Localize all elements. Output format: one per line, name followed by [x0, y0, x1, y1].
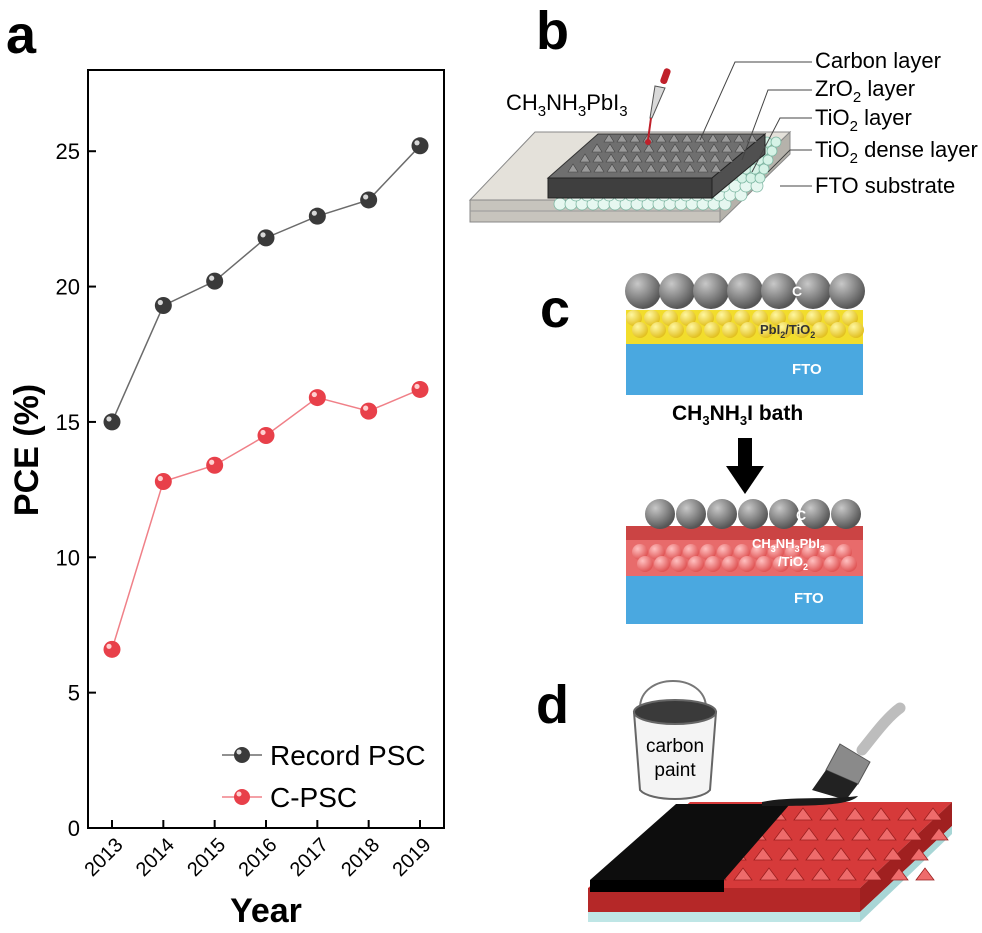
- data-point-highlight: [106, 416, 112, 422]
- panel-letter-a: a: [6, 5, 37, 65]
- bucket-label-line1: carbon: [646, 736, 704, 757]
- zro2-layer-label: ZrO2 layer: [815, 76, 915, 106]
- tio2-layer-label: TiO2 layer: [815, 105, 912, 135]
- paint-bucket-icon: carbon paint: [632, 680, 718, 800]
- carbon-film: [590, 804, 790, 880]
- data-point-highlight: [209, 275, 215, 281]
- substrate-texture: [707, 807, 949, 881]
- precursor-label: CH3NH3PbI3: [506, 90, 628, 120]
- legend-label-cpsc: C-PSC: [270, 782, 357, 813]
- data-point-highlight: [209, 459, 215, 465]
- pbi2-spheres: [626, 310, 864, 338]
- fto-label-bottom: FTO: [794, 590, 824, 607]
- y-tick-label: 20: [56, 275, 80, 300]
- data-point-highlight: [157, 475, 163, 482]
- data-point-highlight: [311, 391, 317, 398]
- fto-substrate-label: FTO substrate: [815, 173, 955, 198]
- data-point-highlight: [363, 194, 369, 200]
- perovskite-label-line2: /TiO2: [778, 554, 808, 572]
- carbon-spheres-top: [625, 273, 865, 309]
- data-point-highlight: [414, 140, 420, 146]
- y-tick-label: 5: [68, 681, 80, 706]
- y-tick-label: 15: [56, 410, 80, 435]
- carbon-spheres-bottom: [645, 499, 861, 529]
- data-point-highlight: [260, 232, 266, 238]
- device-schematic: CH3NH3PbI3 Carbon layer ZrO2 layer TiO2 …: [468, 48, 978, 224]
- legend-label-record: Record PSC: [270, 740, 426, 771]
- y-tick-label: 0: [68, 816, 80, 841]
- pbi2-tio2-label: PbI2/TiO2: [760, 322, 815, 340]
- legend: Record PSC C-PSC: [222, 740, 426, 813]
- carbon-texture: [567, 133, 758, 173]
- data-point-highlight: [311, 210, 317, 216]
- data-point-highlight: [157, 299, 163, 306]
- tio2-dense-layer-label: TiO2 dense layer: [815, 137, 978, 167]
- panel-letter-c: c: [540, 279, 571, 339]
- fto-layer-top: [626, 343, 863, 395]
- perovskite-spheres: [632, 544, 857, 572]
- down-arrow-icon: [726, 438, 764, 494]
- carbon-label-top: C: [792, 283, 802, 299]
- pipette-icon: [645, 68, 671, 145]
- y-tick-label: 25: [56, 139, 80, 164]
- perovskite-label-line1: CH3NH3PbI3: [752, 536, 825, 554]
- bucket-label-line2: paint: [654, 760, 696, 781]
- data-point-highlight: [363, 405, 369, 411]
- y-axis-ticks: 0 5 10 15 20 25: [56, 139, 96, 841]
- fto-label-top: FTO: [792, 361, 822, 378]
- x-axis-label: Year: [230, 892, 302, 930]
- y-axis-label: PCE (%): [8, 384, 46, 516]
- conversion-schematic: C PbI2/TiO2 FTO CH3NH3I bath C CH3NH3PbI…: [625, 273, 865, 624]
- panel-letter-b: b: [536, 1, 569, 61]
- data-point-highlight: [260, 429, 266, 436]
- panel-letter-d: d: [536, 675, 569, 735]
- y-tick-label: 10: [56, 545, 80, 570]
- series-layer: [103, 137, 429, 658]
- carbon-layer-label: Carbon layer: [815, 48, 941, 73]
- fto-layer-bottom: [626, 576, 863, 624]
- carbon-label-bottom: C: [796, 507, 806, 523]
- data-point-highlight: [106, 643, 112, 649]
- data-point-highlight: [414, 383, 420, 390]
- paint-brush-icon: [762, 702, 906, 806]
- bath-label: CH3NH3I bath: [672, 402, 803, 428]
